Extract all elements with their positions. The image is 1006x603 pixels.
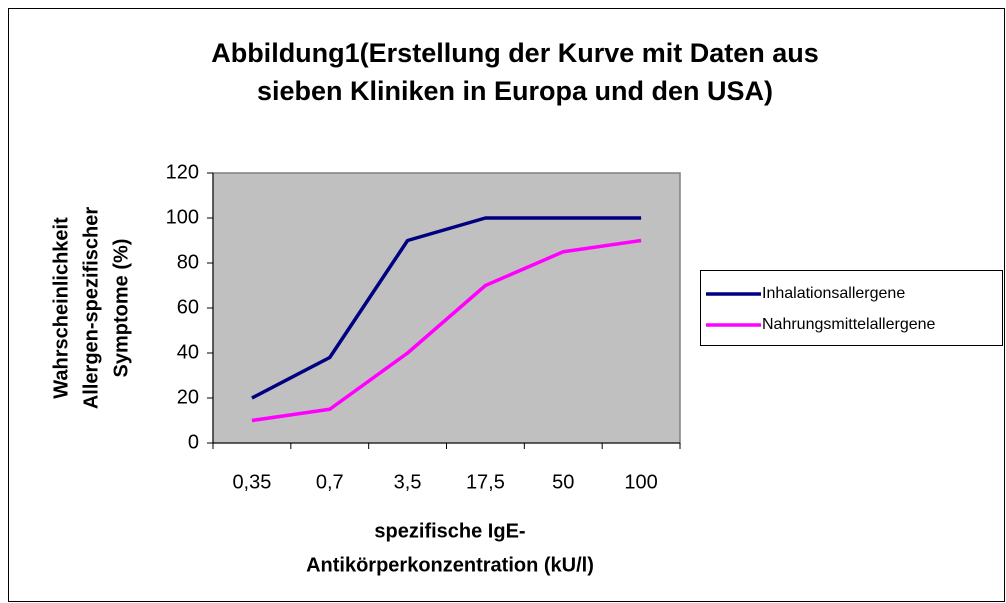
x-tick-label: 0,7 (316, 471, 344, 493)
x-axis-label: spezifische IgE- (374, 520, 525, 542)
x-tick-label: 100 (624, 471, 657, 493)
y-tick-label: 20 (177, 386, 199, 408)
chart-title: Abbildung1(Erstellung der Kurve mit Date… (211, 38, 819, 68)
legend-label: Nahrungsmittelallergene (762, 316, 936, 333)
legend-box (700, 270, 1003, 346)
y-tick-label: 80 (177, 251, 199, 273)
x-tick-label: 50 (552, 471, 574, 493)
series-line (251, 216, 642, 400)
x-tick-label: 17,5 (466, 471, 505, 493)
plot-area (212, 172, 681, 444)
legend-label: Inhalationsallergene (762, 285, 905, 302)
y-tick-label: 60 (177, 296, 199, 318)
series-line (251, 238, 642, 423)
y-axis-label-line: Wahrscheinlichkeit (50, 217, 72, 399)
y-axis-label: Wahrscheinlichkeit Allergen-spezifischer S… (50, 207, 132, 410)
y-tick-label: 100 (166, 206, 199, 228)
y-axis-label-line: Symptome (%) (110, 239, 132, 378)
y-tick-label: 120 (166, 161, 199, 183)
chart-title: sieben Kliniken in Europa und den USA) (257, 76, 773, 106)
y-tick-label: 40 (177, 341, 199, 363)
y-axis-label-line: Allergen-spezifischer (80, 207, 102, 410)
x-tick-label: 3,5 (394, 471, 422, 493)
y-tick-label: 0 (188, 431, 199, 453)
x-axis-label: Antikörperkonzentration (kU/l) (306, 554, 594, 576)
x-tick-label: 0,35 (232, 471, 271, 493)
